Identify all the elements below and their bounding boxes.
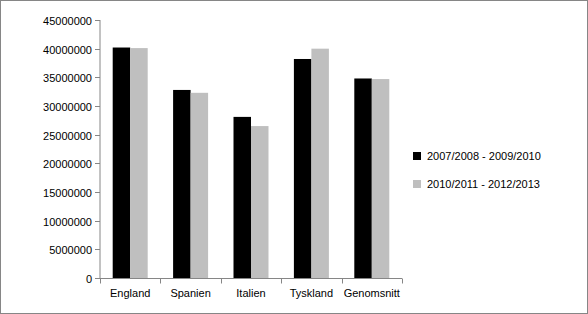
y-tick-label: 10000000 (43, 216, 92, 228)
y-tick-label: 20000000 (43, 158, 92, 170)
y-axis-line (100, 20, 101, 278)
x-tick (160, 279, 161, 284)
chart-container: 0 5000000 10000000 15000000 20000000 25000000… (0, 0, 588, 314)
x-tick (100, 279, 101, 284)
x-tick (402, 279, 403, 284)
bar (130, 48, 148, 278)
chart-svg: 0 5000000 10000000 15000000 20000000 25000000… (0, 0, 588, 314)
y-tick-label: 25000000 (43, 130, 92, 142)
y-tick (95, 49, 100, 50)
x-tick (281, 279, 282, 284)
y-tick-label: 35000000 (43, 72, 92, 84)
bar (251, 126, 269, 278)
x-tick (221, 279, 222, 284)
x-tick-label: England (110, 287, 150, 299)
x-tick-label: Genomsnitt (344, 287, 400, 299)
y-tick-label: 40000000 (43, 44, 92, 56)
x-tick-label: Italien (236, 287, 265, 299)
y-tick (95, 192, 100, 193)
x-axis-line (100, 278, 402, 279)
y-tick-label: 45000000 (43, 15, 92, 27)
x-tick-label: Tyskland (290, 287, 333, 299)
y-tick (95, 163, 100, 164)
legend-label: 2010/2011 - 2012/2013 (427, 178, 540, 190)
bars (113, 48, 390, 278)
y-tick (95, 135, 100, 136)
y-tick-label: 15000000 (43, 187, 92, 199)
bar (311, 49, 329, 278)
bar (354, 78, 372, 278)
y-tick-label: 30000000 (43, 101, 92, 113)
bar (173, 90, 191, 278)
legend-swatch (413, 152, 421, 160)
y-tick (95, 278, 100, 279)
y-tick-label: 0 (86, 273, 92, 285)
bar (294, 59, 312, 278)
y-tick (95, 249, 100, 250)
y-tick (95, 77, 100, 78)
bar (234, 117, 252, 278)
y-tick (95, 20, 100, 21)
bar (191, 93, 209, 278)
legend-swatch (413, 180, 421, 188)
bar (113, 48, 131, 278)
chart-frame (1, 1, 588, 314)
y-tick-label: 5000000 (49, 244, 92, 256)
x-tick (342, 279, 343, 284)
y-tick (95, 221, 100, 222)
bar (372, 79, 390, 278)
x-tick-label: Spanien (170, 287, 210, 299)
legend-label: 2007/2008 - 2009/2010 (427, 150, 541, 162)
y-tick (95, 106, 100, 107)
